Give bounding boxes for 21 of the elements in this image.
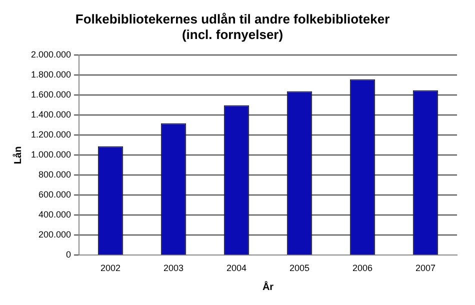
x-tick-label: 2007 xyxy=(415,263,436,274)
y-tick-label: 800.000 xyxy=(38,170,72,180)
x-tick-label: 2002 xyxy=(100,263,121,274)
y-tick-label: 1.800.000 xyxy=(30,70,72,80)
x-tick-label: 2005 xyxy=(290,263,310,274)
y-tick-label: 200.000 xyxy=(38,230,72,240)
y-tick-label: 2.000.000 xyxy=(30,50,72,60)
x-tick-label: 2004 xyxy=(226,263,247,274)
y-tick-label: 1.400.000 xyxy=(30,110,72,120)
chart-subtitle: (incl. fornyelser) xyxy=(182,26,284,42)
y-tick-label: 1.000.000 xyxy=(30,150,72,160)
y-tick-label: 0 xyxy=(66,250,72,260)
x-tick-label: 2006 xyxy=(352,263,373,274)
chart-title: Folkebibliotekernes udlån til andre folkebiblioteker xyxy=(75,11,390,26)
y-tick-label: 1.600.000 xyxy=(30,90,72,100)
y-tick-label: 400.000 xyxy=(38,210,72,220)
y-tick-label: 1.200.000 xyxy=(30,130,72,140)
y-axis-title: Lån xyxy=(12,146,24,164)
y-tick-label: 600.000 xyxy=(38,190,72,200)
x-tick-label: 2003 xyxy=(164,263,184,274)
x-axis-title: År xyxy=(262,280,274,293)
